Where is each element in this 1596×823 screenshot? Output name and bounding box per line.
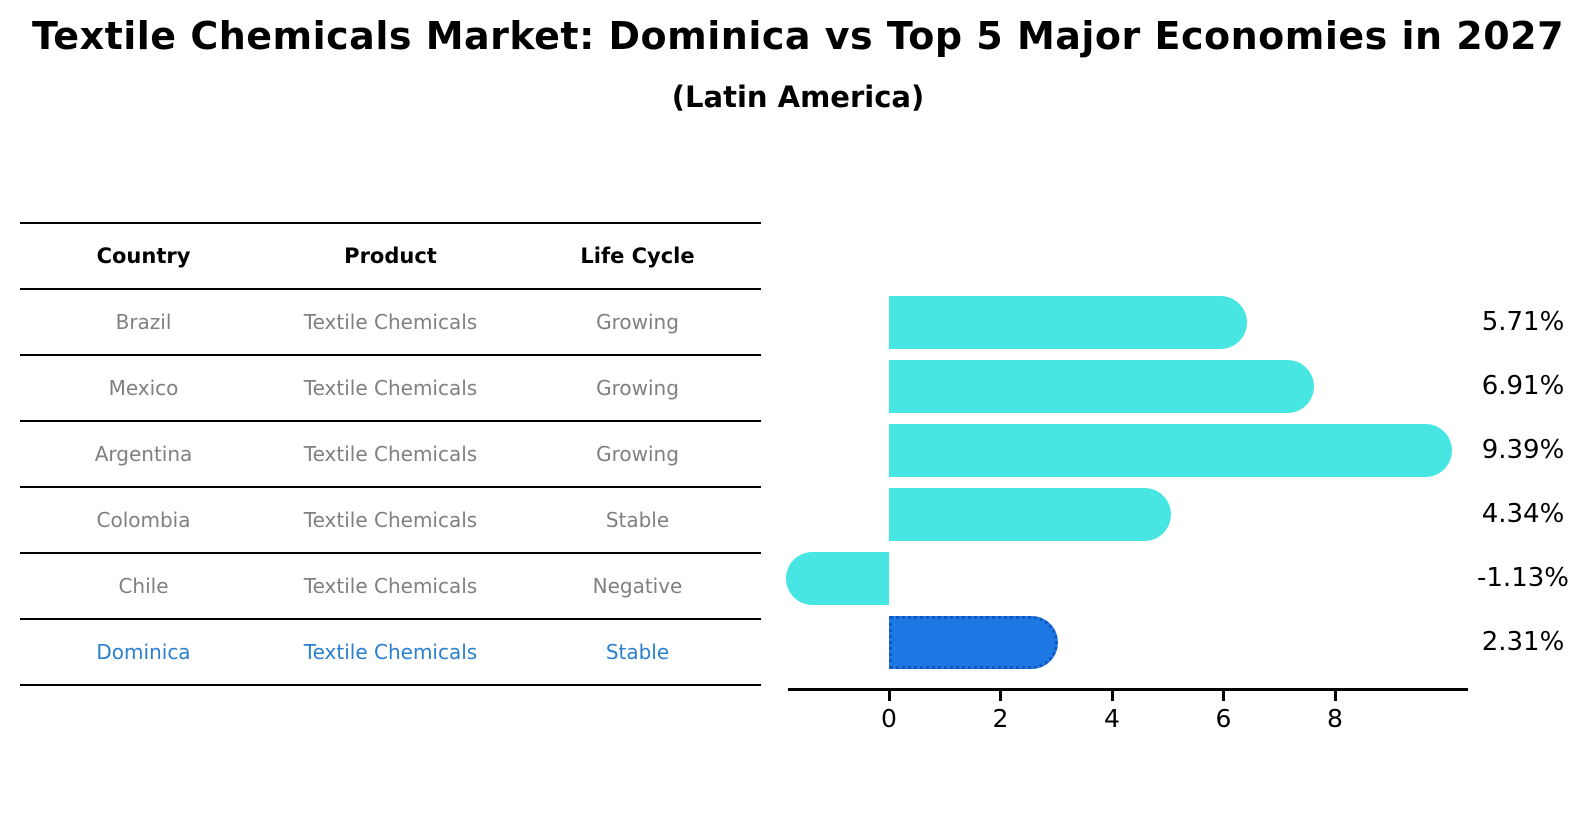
x-tick-label: 8 (1327, 704, 1343, 733)
value-label-mexico: 6.91% (1481, 371, 1565, 401)
cell-life-cycle: Growing (596, 310, 679, 334)
cell-country: Colombia (96, 508, 191, 532)
page-title: Textile Chemicals Market: Dominica vs To… (31, 14, 1565, 58)
cell-country: Argentina (94, 442, 193, 466)
cell-life-cycle: Stable (605, 508, 670, 532)
bar-brazil (889, 295, 1248, 349)
table-row-mexico: Mexico Textile Chemicals Growing (20, 356, 761, 422)
x-tick-label: 6 (1215, 704, 1232, 733)
x-tick-label: 0 (881, 704, 897, 733)
cell-product: Textile Chemicals (303, 310, 478, 334)
cell-country: Mexico (108, 376, 179, 400)
table-row-chile: Chile Textile Chemicals Negative (20, 554, 761, 620)
column-header-country: Country (96, 244, 191, 268)
value-label-colombia: 4.34% (1481, 499, 1565, 529)
x-tick-mark (887, 691, 891, 701)
x-tick-mark (1222, 691, 1225, 701)
cell-country: Brazil (115, 310, 172, 334)
value-label-dominica: 2.31% (1481, 627, 1565, 657)
page-subtitle: (Latin America) (671, 80, 925, 114)
cell-country: Chile (118, 574, 169, 598)
column-header-product: Product (344, 244, 437, 268)
bar-mexico (889, 359, 1315, 413)
bar-dominica-highlighted (889, 615, 1058, 669)
x-tick-mark (999, 691, 1002, 701)
x-tick-mark (1333, 691, 1337, 701)
x-tick-label: 4 (1104, 704, 1120, 733)
table-body: Brazil Textile Chemicals Growing Mexico Text… (20, 290, 761, 686)
x-axis-line (788, 688, 1468, 691)
cell-country: Dominica (96, 640, 191, 664)
cell-life-cycle: Stable (605, 640, 670, 664)
country-table: Country Product Life Cycle Brazil Textile… (20, 222, 761, 686)
value-label-brazil: 5.71% (1481, 307, 1565, 337)
cell-product: Textile Chemicals (303, 442, 478, 466)
cell-product: Textile Chemicals (303, 376, 478, 400)
table-header-row: Country Product Life Cycle (20, 222, 761, 290)
bar-colombia (889, 487, 1171, 541)
bar-chile (786, 551, 889, 605)
column-header-lifecycle: Life Cycle (580, 244, 695, 268)
cell-life-cycle: Negative (592, 574, 683, 598)
cell-life-cycle: Growing (596, 376, 679, 400)
cell-life-cycle: Growing (596, 442, 679, 466)
cell-product: Textile Chemicals (303, 640, 478, 664)
table-row-dominica: Dominica Textile Chemicals Stable (20, 620, 761, 686)
table-row-colombia: Colombia Textile Chemicals Stable (20, 488, 761, 554)
table-row-brazil: Brazil Textile Chemicals Growing (20, 290, 761, 356)
value-label-chile: -1.13% (1477, 563, 1569, 593)
bar-argentina (889, 423, 1453, 477)
x-tick-label: 2 (992, 704, 1009, 733)
cell-product: Textile Chemicals (303, 574, 478, 598)
table-row-argentina: Argentina Textile Chemicals Growing (20, 422, 761, 488)
cell-product: Textile Chemicals (303, 508, 478, 532)
value-label-argentina: 9.39% (1481, 435, 1565, 465)
x-tick-mark (1110, 691, 1114, 701)
